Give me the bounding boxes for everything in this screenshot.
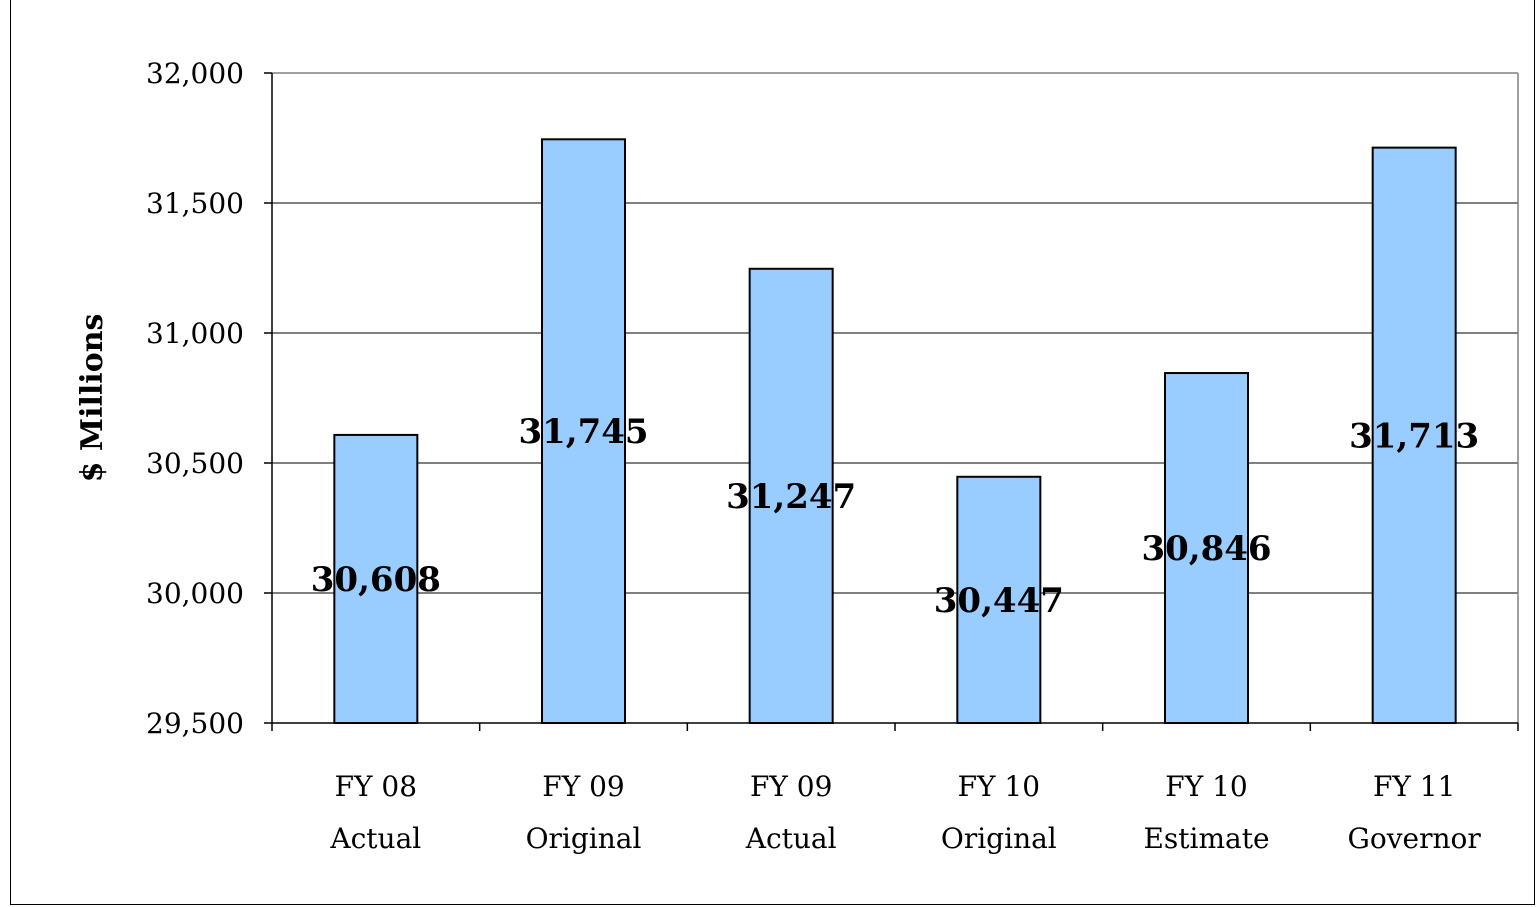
x-tick-label: FY 09 [542, 770, 624, 803]
bar [541, 138, 626, 725]
x-tick-label: Actual [745, 822, 837, 855]
axes [264, 72, 1519, 731]
chart-frame [10, 0, 1535, 905]
x-tick-label: FY 08 [335, 770, 417, 803]
data-label: 31,247 [726, 477, 856, 517]
data-label: 30,447 [934, 581, 1064, 621]
x-tick-labels: FY 08 Actual FY 09 Original FY 09 Actual FY 10… [329, 770, 1481, 855]
y-tick-label: 31,500 [146, 187, 244, 220]
y-tick-labels: 29,500 30,000 30,500 31,000 31,500 32,000 [146, 57, 244, 740]
x-tick-label: Governor [1348, 822, 1482, 855]
x-tick-label: Estimate [1143, 822, 1269, 855]
data-label: 30,846 [1141, 529, 1271, 569]
bar [748, 267, 834, 724]
gridlines [272, 72, 1518, 594]
y-tick-label: 30,500 [146, 447, 244, 480]
y-axis-label: $ Millions [75, 314, 110, 483]
x-tick-label: Original [526, 822, 642, 855]
x-tick-label: Actual [329, 822, 421, 855]
x-tick-label: FY 11 [1373, 770, 1455, 803]
bar [956, 475, 1042, 724]
y-tick-label: 32,000 [146, 57, 244, 90]
bar [1164, 372, 1249, 724]
data-label: 30,608 [311, 560, 441, 600]
data-label: 31,745 [518, 412, 648, 452]
bars [333, 138, 1457, 725]
bar [1371, 146, 1457, 724]
y-tick-label: 31,000 [146, 317, 244, 350]
data-label: 31,713 [1349, 416, 1479, 456]
x-tick-label: FY 10 [958, 770, 1040, 803]
x-tick-label: FY 10 [1165, 770, 1247, 803]
x-tick-label: FY 09 [750, 770, 832, 803]
data-labels: 30,608 31,745 31,247 30,447 30,846 31,713 [311, 412, 1479, 621]
y-tick-label: 30,000 [146, 577, 244, 610]
y-tick-label: 29,500 [146, 707, 244, 740]
x-tick-label: Original [941, 822, 1057, 855]
